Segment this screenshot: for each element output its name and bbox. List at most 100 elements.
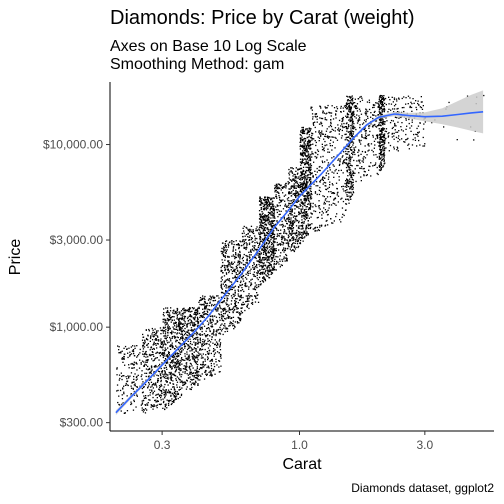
- data-point: [260, 273, 262, 275]
- data-point: [165, 344, 167, 346]
- data-point: [331, 183, 333, 185]
- data-point: [266, 234, 268, 236]
- data-point: [296, 173, 299, 175]
- data-point: [213, 329, 215, 331]
- data-point: [164, 330, 166, 332]
- data-point: [268, 259, 270, 261]
- data-point: [300, 164, 302, 166]
- data-point: [350, 112, 353, 114]
- data-point: [311, 223, 313, 225]
- data-point: [317, 150, 320, 152]
- data-point: [159, 345, 162, 347]
- data-point: [273, 215, 275, 217]
- data-point: [249, 272, 251, 274]
- data-point: [268, 257, 270, 259]
- data-point: [211, 321, 213, 324]
- data-point: [298, 237, 300, 239]
- data-point: [160, 380, 162, 383]
- data-point: [244, 264, 246, 266]
- data-point: [181, 336, 183, 338]
- data-point: [195, 320, 197, 322]
- data-point: [235, 253, 237, 255]
- data-point: [150, 386, 152, 388]
- data-point: [206, 356, 209, 358]
- data-point: [189, 365, 191, 368]
- data-point: [378, 101, 380, 103]
- data-point: [197, 322, 200, 324]
- data-point: [347, 96, 349, 98]
- data-point: [176, 339, 178, 342]
- data-point: [164, 337, 166, 339]
- data-point: [350, 164, 352, 166]
- data-point: [259, 218, 261, 220]
- data-point: [309, 143, 311, 145]
- data-point: [197, 383, 199, 385]
- data-point: [311, 109, 313, 111]
- data-point: [166, 355, 168, 357]
- data-point: [271, 214, 273, 216]
- data-point: [230, 269, 232, 271]
- data-point: [164, 343, 166, 345]
- data-point: [170, 307, 172, 309]
- data-point: [354, 106, 357, 108]
- data-point: [300, 236, 302, 239]
- data-point: [153, 382, 155, 385]
- data-point: [349, 137, 351, 140]
- data-point: [191, 379, 193, 381]
- data-point: [197, 359, 199, 361]
- data-point: [306, 144, 308, 147]
- data-point: [272, 212, 274, 215]
- data-point: [208, 322, 210, 324]
- data-point: [206, 313, 208, 316]
- data-point: [215, 333, 217, 335]
- data-point: [243, 242, 245, 244]
- data-point: [307, 166, 309, 169]
- data-point: [305, 181, 308, 183]
- data-point: [338, 169, 340, 172]
- data-point: [281, 235, 283, 237]
- data-point: [296, 241, 299, 243]
- data-point: [329, 131, 331, 133]
- data-point: [192, 348, 194, 350]
- data-point: [172, 360, 174, 362]
- data-point: [288, 235, 290, 238]
- data-point: [264, 258, 267, 261]
- data-point: [184, 365, 187, 367]
- data-point: [347, 180, 349, 182]
- data-point: [239, 251, 241, 254]
- data-point: [184, 359, 186, 361]
- data-point: [315, 185, 317, 187]
- data-point: [279, 224, 281, 226]
- data-point: [198, 333, 200, 335]
- data-point: [153, 342, 155, 345]
- data-point: [187, 316, 189, 318]
- data-point: [350, 130, 352, 133]
- data-point: [238, 312, 240, 314]
- data-point: [224, 323, 226, 325]
- data-point: [337, 129, 339, 131]
- data-point: [282, 208, 285, 210]
- data-point: [200, 357, 203, 359]
- data-point: [184, 381, 186, 384]
- data-point: [297, 185, 299, 187]
- data-point: [217, 320, 219, 323]
- data-point: [184, 309, 186, 311]
- data-point: [351, 119, 354, 121]
- data-point: [268, 256, 270, 258]
- data-point: [142, 350, 144, 353]
- data-point: [234, 305, 237, 307]
- data-point: [293, 245, 296, 247]
- data-point: [301, 159, 304, 161]
- data-point: [132, 351, 135, 353]
- data-point: [339, 163, 341, 165]
- data-point: [180, 348, 182, 350]
- data-point: [278, 235, 280, 237]
- data-point: [273, 208, 275, 210]
- data-point: [303, 182, 305, 184]
- data-point: [147, 387, 149, 389]
- data-point: [169, 382, 171, 384]
- data-point: [367, 144, 369, 146]
- data-point: [334, 170, 336, 172]
- data-point: [348, 102, 350, 105]
- data-point: [184, 311, 186, 314]
